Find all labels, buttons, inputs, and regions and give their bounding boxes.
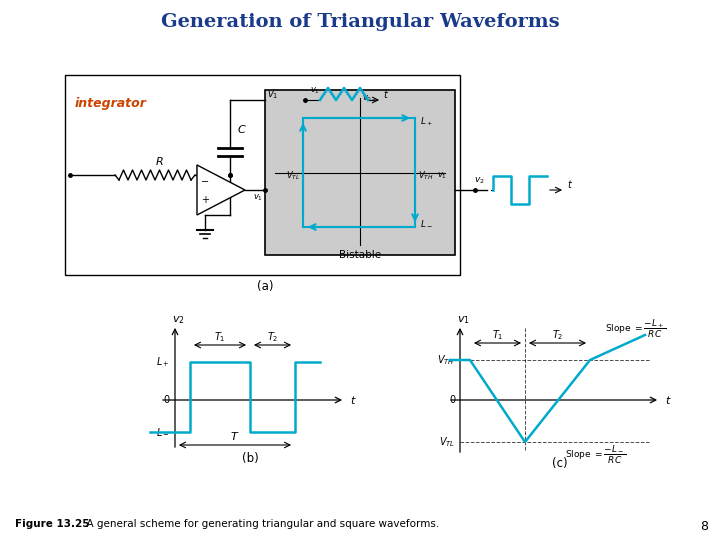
Text: $L_-$: $L_-$ <box>156 427 170 437</box>
Text: $V_{TH}$: $V_{TH}$ <box>437 353 455 367</box>
Text: $v_2$: $v_2$ <box>474 175 485 186</box>
Bar <box>65 75 460 275</box>
Text: 0: 0 <box>164 395 170 405</box>
Text: $L_+$: $L_+$ <box>420 116 433 128</box>
Text: $V_{TL}$: $V_{TL}$ <box>286 169 300 182</box>
Text: $T$: $T$ <box>230 430 240 442</box>
Text: $v_1$: $v_1$ <box>437 171 447 181</box>
Text: $t$: $t$ <box>350 394 356 406</box>
Text: $T_2$: $T_2$ <box>266 330 278 344</box>
Text: $V_{TL}$: $V_{TL}$ <box>438 435 455 449</box>
Text: $T_1$: $T_1$ <box>492 328 503 342</box>
Text: $v_1$: $v_1$ <box>310 85 320 96</box>
Text: integrator: integrator <box>75 97 147 110</box>
Text: Generation of Triangular Waveforms: Generation of Triangular Waveforms <box>161 13 559 31</box>
Text: $v_1$: $v_1$ <box>253 193 263 203</box>
Text: $v_0$: $v_0$ <box>362 93 372 104</box>
Text: Slope $= \dfrac{-L_-}{RC}$: Slope $= \dfrac{-L_-}{RC}$ <box>565 444 626 466</box>
Text: $T_1$: $T_1$ <box>215 330 226 344</box>
Text: $T_2$: $T_2$ <box>552 328 563 342</box>
Text: 0: 0 <box>449 395 455 405</box>
Text: (b): (b) <box>242 452 258 465</box>
Text: (a): (a) <box>257 280 274 293</box>
Text: $v_1$: $v_1$ <box>267 89 279 101</box>
Text: $-$: $-$ <box>200 175 210 185</box>
Text: $t$: $t$ <box>383 88 389 100</box>
Polygon shape <box>197 165 245 215</box>
Text: +: + <box>201 195 209 205</box>
Text: $v_2$: $v_2$ <box>171 314 184 326</box>
Text: $t$: $t$ <box>665 394 672 406</box>
Text: $t$: $t$ <box>567 178 573 190</box>
Text: $L_+$: $L_+$ <box>156 355 170 369</box>
Text: $L_-$: $L_-$ <box>420 218 433 228</box>
Text: $V_{TH}$: $V_{TH}$ <box>418 169 433 182</box>
Text: C: C <box>238 125 246 135</box>
Text: R: R <box>156 157 164 167</box>
Text: (c): (c) <box>552 457 568 470</box>
Bar <box>265 90 455 255</box>
Text: A general scheme for generating triangular and square waveforms.: A general scheme for generating triangul… <box>80 519 439 529</box>
Text: Figure 13.25: Figure 13.25 <box>15 519 89 529</box>
Text: $v_1$: $v_1$ <box>456 314 469 326</box>
Text: Bistable: Bistable <box>339 250 381 260</box>
Text: 8: 8 <box>700 519 708 532</box>
Text: Slope $= \dfrac{-L_+}{RC}$: Slope $= \dfrac{-L_+}{RC}$ <box>605 318 667 340</box>
